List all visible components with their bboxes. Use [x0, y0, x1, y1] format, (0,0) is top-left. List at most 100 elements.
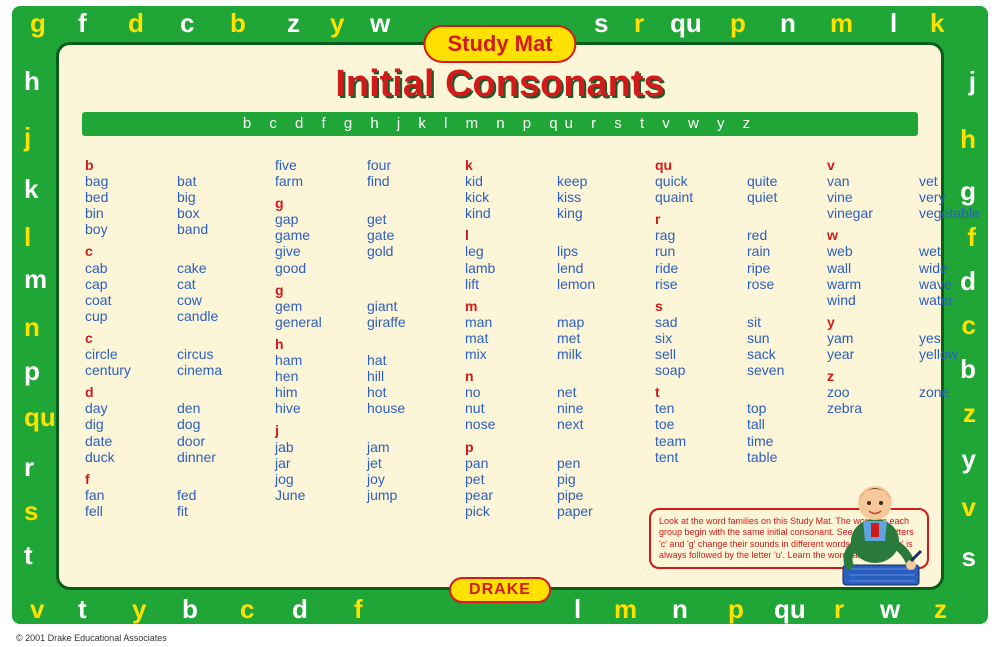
- word: farm: [275, 173, 367, 189]
- word: June: [275, 487, 367, 503]
- group-heading: t: [655, 384, 839, 400]
- word-row: kickkiss: [465, 189, 649, 205]
- word-row: Junejump: [275, 487, 459, 503]
- word-row: boyband: [85, 221, 269, 237]
- word: ripe: [747, 260, 839, 276]
- group-heading: d: [85, 384, 269, 400]
- word: table: [747, 449, 839, 465]
- word: no: [465, 384, 557, 400]
- word-row: gamegate: [275, 227, 459, 243]
- word-row: generalgiraffe: [275, 314, 459, 330]
- word-row: lamblend: [465, 260, 649, 276]
- word-row: petpig: [465, 471, 649, 487]
- word: next: [557, 416, 649, 432]
- word: date: [85, 433, 177, 449]
- word: pick: [465, 503, 557, 519]
- border-letter: m: [24, 266, 47, 292]
- border-letter: p: [728, 596, 744, 622]
- word: leg: [465, 243, 557, 259]
- word: mix: [465, 346, 557, 362]
- word-row: binbox: [85, 205, 269, 221]
- word: four: [367, 157, 459, 173]
- border-letter: j: [969, 68, 976, 94]
- word-group: fivefourfarmfind: [275, 157, 459, 189]
- word: day: [85, 400, 177, 416]
- word: jump: [367, 487, 459, 503]
- word: lift: [465, 276, 557, 292]
- border-letter: n: [24, 314, 40, 340]
- word: gate: [367, 227, 459, 243]
- word-row: bagbat: [85, 173, 269, 189]
- word: vet: [919, 173, 1000, 189]
- word: boy: [85, 221, 177, 237]
- border-letter: qu: [774, 596, 806, 622]
- border-letter: m: [830, 10, 853, 36]
- word: bag: [85, 173, 177, 189]
- word: sad: [655, 314, 747, 330]
- word: paper: [557, 503, 649, 519]
- border-letter: d: [128, 10, 144, 36]
- border-letter: k: [24, 176, 38, 202]
- word: gap: [275, 211, 367, 227]
- word-group: ddaydendigdogdatedoorduckdinner: [85, 384, 269, 464]
- border-letter: n: [780, 10, 796, 36]
- word-row: webwet: [827, 243, 1000, 259]
- word-row: nosenext: [465, 416, 649, 432]
- border-letter: k: [930, 10, 944, 36]
- word-row: kidkeep: [465, 173, 649, 189]
- word: met: [557, 330, 649, 346]
- border-letter: s: [24, 498, 38, 524]
- border-letter: h: [24, 68, 40, 94]
- word: door: [177, 433, 269, 449]
- word-row: ragred: [655, 227, 839, 243]
- word: cup: [85, 308, 177, 324]
- word-row: nonet: [465, 384, 649, 400]
- border-letter: qu: [24, 404, 56, 430]
- border-letter: p: [730, 10, 746, 36]
- word-row: yamyes: [827, 330, 1000, 346]
- group-heading: b: [85, 157, 269, 173]
- word-row: manmap: [465, 314, 649, 330]
- word: dog: [177, 416, 269, 432]
- border-letter: b: [182, 596, 198, 622]
- word: fed: [177, 487, 269, 503]
- word-row: tenttable: [655, 449, 839, 465]
- word-row: nutnine: [465, 400, 649, 416]
- word: jog: [275, 471, 367, 487]
- word-row: hivehouse: [275, 400, 459, 416]
- word-group: vvanvetvineveryvinegarvegetable: [827, 157, 1000, 221]
- border-letter: f: [78, 10, 87, 36]
- word: bin: [85, 205, 177, 221]
- word-group: ququickquitequaintquiet: [655, 157, 839, 205]
- word-row: pearpipe: [465, 487, 649, 503]
- word: milk: [557, 346, 649, 362]
- word-group: ggemgiantgeneralgiraffe: [275, 282, 459, 330]
- word: run: [655, 243, 747, 259]
- word-row: cabcake: [85, 260, 269, 276]
- content-panel: Study Mat Initial Consonants b c d f g h…: [56, 42, 944, 590]
- word-row: centurycinema: [85, 362, 269, 378]
- word: rose: [747, 276, 839, 292]
- study-mat: gfdcbzywsrqupnmlkvtybcdflmnpqurwzhjklmnp…: [12, 6, 988, 624]
- border-letter: p: [24, 358, 40, 384]
- word-row: farmfind: [275, 173, 459, 189]
- word-row: henhill: [275, 368, 459, 384]
- word: kind: [465, 205, 557, 221]
- word-group: ffanfedfellfit: [85, 471, 269, 519]
- word: ham: [275, 352, 367, 368]
- border-letter: z: [934, 596, 947, 622]
- word: cab: [85, 260, 177, 276]
- word: vine: [827, 189, 919, 205]
- word: big: [177, 189, 269, 205]
- word-group: ssadsitsixsunsellsacksoapseven: [655, 298, 839, 378]
- word-group: wwebwetwallwidewarmwavewindwater: [827, 227, 1000, 307]
- word: fan: [85, 487, 177, 503]
- group-heading: l: [465, 227, 649, 243]
- word: fell: [85, 503, 177, 519]
- word-column: bbagbatbedbigbinboxboybandccabcakecapcat…: [85, 157, 269, 577]
- word: giraffe: [367, 314, 459, 330]
- border-letter: j: [24, 124, 31, 150]
- word-row: sellsack: [655, 346, 839, 362]
- word: sack: [747, 346, 839, 362]
- word-group: yyamyesyearyellow: [827, 314, 1000, 362]
